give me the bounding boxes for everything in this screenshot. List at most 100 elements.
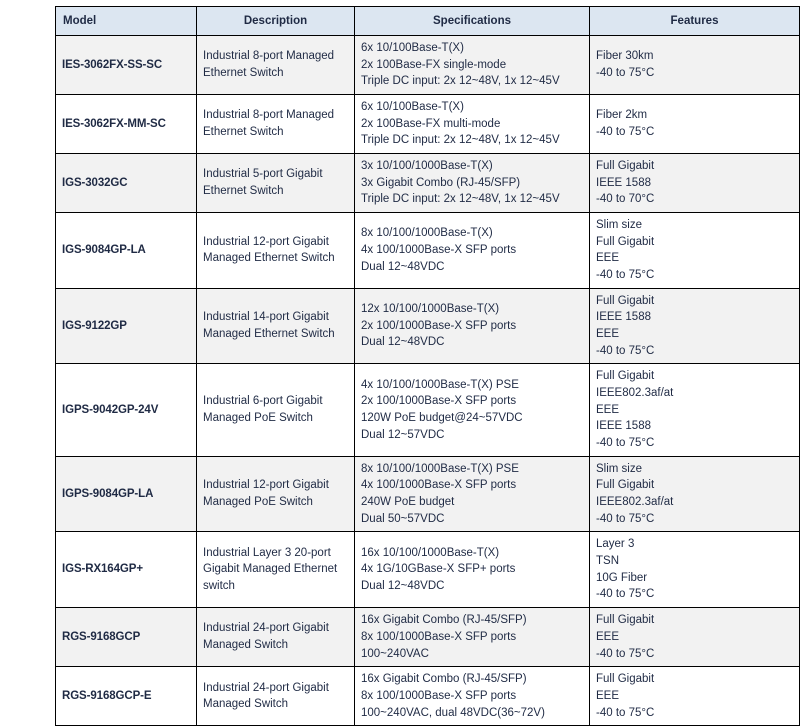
specification-line: 2x 100Base-FX single-mode bbox=[361, 58, 507, 71]
feature-line: -40 to 75°C bbox=[596, 706, 655, 719]
cell-specifications: 6x 10/100Base-T(X) 2x 100Base-FX single-m… bbox=[354, 34, 590, 96]
cell-features: Fiber 30km -40 to 75°C bbox=[589, 34, 800, 96]
feature-line: Full Gigabit bbox=[596, 370, 655, 383]
table-row: RGS-9168GCP-E Industrial 24-port Gigabit … bbox=[55, 666, 800, 727]
cell-features: Full Gigabit IEEE 1588 -40 to 70°C bbox=[589, 153, 800, 214]
cell-specifications: 8x 10/100/1000Base-T(X) 4x 100/1000Base-X… bbox=[354, 212, 590, 289]
feature-line: Fiber 2km bbox=[596, 109, 648, 122]
cell-description: Industrial 8-port Managed Ethernet Switc… bbox=[196, 94, 355, 155]
cell-features: Full Gigabit IEEE802.3af/at EEE IEEE 1588 -4… bbox=[589, 363, 800, 457]
feature-line: Layer 3 bbox=[596, 538, 635, 551]
specification-line: 6x 10/100Base-T(X) bbox=[361, 42, 464, 54]
cell-description: Industrial 24-port Gigabit Managed Switc… bbox=[196, 607, 355, 668]
feature-line: EEE bbox=[596, 630, 620, 643]
specification-line: 100~240VAC, dual 48VDC(36~72V) bbox=[361, 706, 545, 719]
feature-line: TSN bbox=[596, 555, 619, 568]
product-table-container: Model Description Specifications Feature… bbox=[55, 6, 800, 727]
cell-specifications: 8x 10/100/1000Base-T(X) PSE 4x 100/1000Ba… bbox=[354, 455, 590, 533]
specification-line: 16x 10/100/1000Base-T(X) bbox=[361, 546, 500, 559]
feature-line: Slim size bbox=[596, 462, 643, 475]
description-text: Industrial 24-port Gigabit Managed Switc… bbox=[203, 681, 329, 711]
specification-line: 4x 100/1000Base-X SFP ports bbox=[361, 479, 517, 492]
specification-line: 100~240VAC bbox=[361, 647, 429, 660]
cell-features: Slim size Full Gigabit EEE -40 to 75°C bbox=[589, 212, 800, 289]
feature-line: EEE bbox=[596, 252, 620, 265]
specification-line: 4x 10/100/1000Base-T(X) PSE bbox=[361, 378, 519, 391]
cell-description: Industrial 14-port Gigabit Managed Ether… bbox=[196, 287, 355, 365]
table-header-row: Model Description Specifications Feature… bbox=[55, 6, 800, 36]
cell-specifications: 16x Gigabit Combo (RJ-45/SFP) 8x 100/1000… bbox=[354, 607, 590, 668]
specification-line: Triple DC input: 2x 12~48V, 1x 12~45V bbox=[361, 75, 560, 88]
cell-model: IGPS-9042GP-24V bbox=[55, 363, 197, 457]
cell-features: Layer 3 TSN 10G Fiber -40 to 75°C bbox=[589, 531, 800, 609]
specification-line: 8x 10/100/1000Base-T(X) bbox=[361, 227, 493, 240]
feature-line: IEEE802.3af/at bbox=[596, 496, 674, 509]
feature-line: IEEE 1588 bbox=[596, 420, 651, 433]
description-text: Industrial 8-port Managed Ethernet Switc… bbox=[203, 109, 335, 139]
description-text: Industrial 14-port Gigabit Managed Ether… bbox=[203, 311, 335, 341]
product-specifications-table: Model Description Specifications Feature… bbox=[55, 6, 800, 727]
specification-line: Dual 12~48VDC bbox=[361, 260, 445, 273]
feature-line: -40 to 75°C bbox=[596, 512, 655, 525]
specification-line: 16x Gigabit Combo (RJ-45/SFP) bbox=[361, 614, 527, 627]
description-text: Industrial 12-port Gigabit Managed Ether… bbox=[203, 235, 335, 265]
specification-line: 4x 1G/10GBase-X SFP+ ports bbox=[361, 563, 516, 576]
cell-model: IGS-9122GP bbox=[55, 287, 197, 365]
feature-line: Full Gigabit bbox=[596, 235, 655, 248]
specification-line: 16x Gigabit Combo (RJ-45/SFP) bbox=[361, 673, 527, 686]
specification-line: 8x 100/1000Base-X SFP ports bbox=[361, 689, 517, 702]
cell-specifications: 6x 10/100Base-T(X) 2x 100Base-FX multi-mo… bbox=[354, 94, 590, 155]
column-header-model: Model bbox=[55, 6, 197, 36]
cell-description: Industrial 8-port Managed Ethernet Switc… bbox=[196, 34, 355, 96]
feature-line: -40 to 75°C bbox=[596, 269, 655, 282]
specification-line: 240W PoE budget bbox=[361, 496, 455, 509]
cell-specifications: 12x 10/100/1000Base-T(X) 2x 100/1000Base-… bbox=[354, 287, 590, 365]
column-header-features: Features bbox=[589, 6, 800, 36]
feature-line: -40 to 75°C bbox=[596, 647, 655, 660]
feature-line: EEE bbox=[596, 403, 620, 416]
feature-line: -40 to 70°C bbox=[596, 193, 655, 206]
feature-line: EEE bbox=[596, 689, 620, 702]
specification-line: Dual 12~57VDC bbox=[361, 428, 445, 441]
cell-model: IGS-9084GP-LA bbox=[55, 212, 197, 289]
specification-line: 2x 100Base-FX multi-mode bbox=[361, 117, 501, 130]
cell-features: Full Gigabit IEEE 1588 EEE -40 to 75°C bbox=[589, 287, 800, 365]
cell-description: Industrial 6-port Gigabit Managed PoE Sw… bbox=[196, 363, 355, 457]
cell-features: Fiber 2km -40 to 75°C bbox=[589, 94, 800, 155]
cell-model: RGS-9168GCP-E bbox=[55, 666, 197, 727]
specification-line: Dual 50~57VDC bbox=[361, 512, 445, 525]
feature-line: 10G Fiber bbox=[596, 571, 648, 584]
cell-specifications: 16x Gigabit Combo (RJ-45/SFP) 8x 100/1000… bbox=[354, 666, 590, 727]
table-row: IES-3062FX-SS-SC Industrial 8-port Manage… bbox=[55, 34, 800, 96]
cell-model: IES-3062FX-SS-SC bbox=[55, 34, 197, 96]
description-text: Industrial 6-port Gigabit Managed PoE Sw… bbox=[203, 395, 323, 425]
specification-line: 8x 10/100/1000Base-T(X) PSE bbox=[361, 462, 519, 475]
table-body: IES-3062FX-SS-SC Industrial 8-port Manage… bbox=[55, 34, 800, 727]
specification-line: Triple DC input: 2x 12~48V, 1x 12~45V bbox=[361, 134, 560, 147]
feature-line: -40 to 75°C bbox=[596, 588, 655, 601]
cell-description: Industrial Layer 3 20-port Gigabit Manag… bbox=[196, 531, 355, 609]
description-text: Industrial 8-port Managed Ethernet Switc… bbox=[203, 50, 335, 79]
description-text: Industrial 12-port Gigabit Managed PoE S… bbox=[203, 479, 329, 509]
description-text: Industrial 5-port Gigabit Ethernet Switc… bbox=[203, 168, 323, 198]
cell-features: Slim size Full Gigabit IEEE802.3af/at -40 t… bbox=[589, 455, 800, 533]
table-row: IGS-RX164GP+ Industrial Layer 3 20-port G… bbox=[55, 531, 800, 609]
description-text: Industrial 24-port Gigabit Managed Switc… bbox=[203, 622, 329, 652]
feature-line: IEEE 1588 bbox=[596, 176, 651, 189]
table-row: IGS-9084GP-LA Industrial 12-port Gigabit … bbox=[55, 212, 800, 289]
cell-description: Industrial 12-port Gigabit Managed PoE S… bbox=[196, 455, 355, 533]
specification-line: Dual 12~48VDC bbox=[361, 336, 445, 349]
specification-line: 3x Gigabit Combo (RJ-45/SFP) bbox=[361, 176, 521, 189]
feature-line: EEE bbox=[596, 328, 620, 341]
cell-description: Industrial 24-port Gigabit Managed Switc… bbox=[196, 666, 355, 727]
column-header-description: Description bbox=[196, 6, 355, 36]
feature-line: Full Gigabit bbox=[596, 479, 655, 492]
feature-line: -40 to 75°C bbox=[596, 344, 655, 357]
cell-specifications: 16x 10/100/1000Base-T(X) 4x 1G/10GBase-X … bbox=[354, 531, 590, 609]
cell-model: IES-3062FX-MM-SC bbox=[55, 94, 197, 155]
table-row: IGS-9122GP Industrial 14-port Gigabit Man… bbox=[55, 287, 800, 365]
description-text: Industrial Layer 3 20-port Gigabit Manag… bbox=[203, 546, 338, 593]
table-header: Model Description Specifications Feature… bbox=[55, 6, 800, 36]
cell-features: Full Gigabit EEE -40 to 75°C bbox=[589, 607, 800, 668]
table-row: RGS-9168GCP Industrial 24-port Gigabit Ma… bbox=[55, 607, 800, 668]
